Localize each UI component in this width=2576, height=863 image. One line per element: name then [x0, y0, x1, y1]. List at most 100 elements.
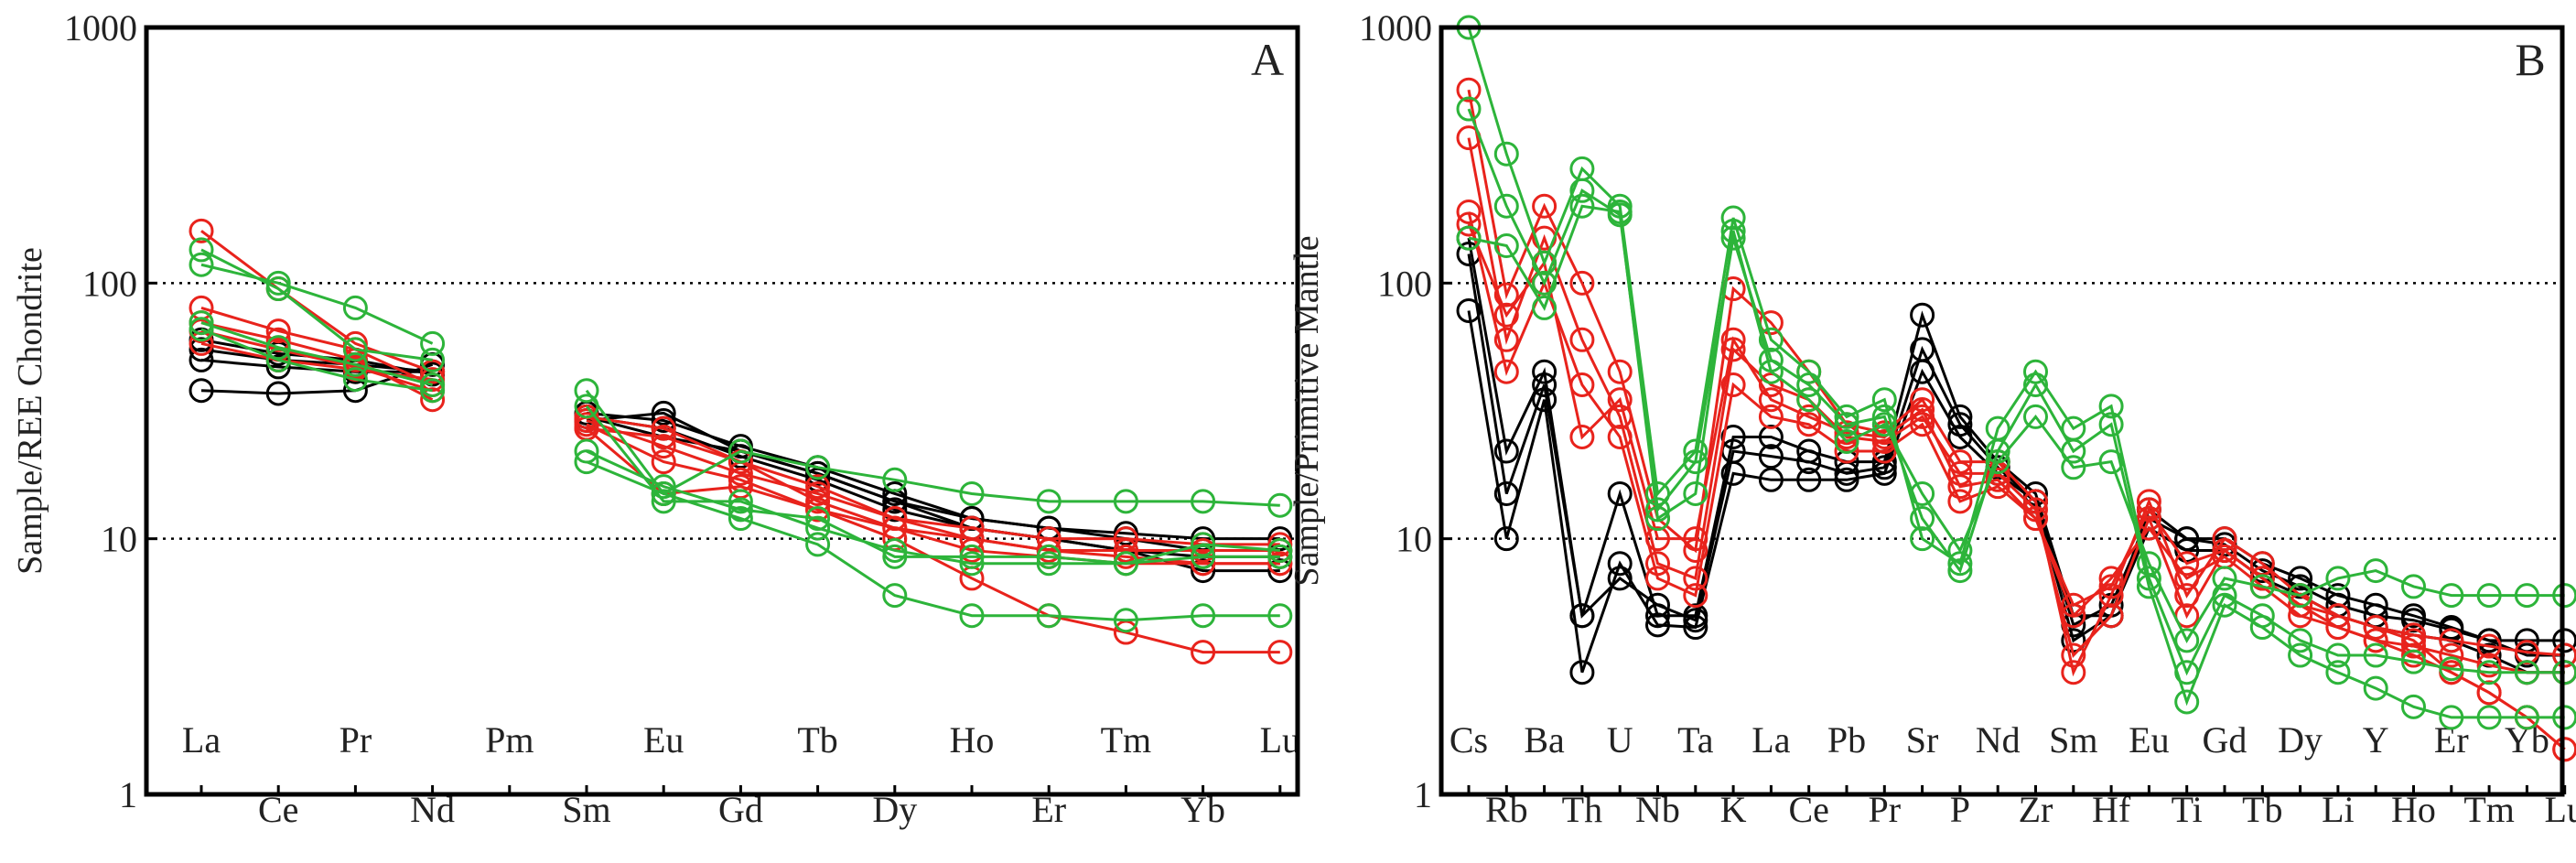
data-point	[1871, 387, 1897, 413]
x-tick-label: Eu	[2129, 719, 2169, 761]
data-point	[882, 506, 908, 532]
y-tick-label: 1	[119, 774, 137, 815]
data-point	[2249, 615, 2275, 641]
data-point	[1796, 404, 1822, 429]
data-point	[2174, 526, 2200, 552]
data-point	[420, 330, 446, 356]
data-point	[651, 474, 676, 500]
x-tick-label: Nd	[1976, 719, 2021, 761]
data-point	[2023, 404, 2048, 429]
series-line	[200, 328, 433, 393]
data-point	[2212, 537, 2237, 563]
data-point	[1645, 612, 1670, 638]
data-point	[728, 489, 753, 514]
data-point	[265, 381, 291, 406]
series-green-4	[189, 317, 1293, 577]
data-point	[1910, 397, 1935, 423]
series-line	[1467, 137, 2566, 750]
y-axis-label: Sample/REE Chondrite	[11, 247, 49, 575]
data-point	[2325, 566, 2351, 591]
data-point	[1191, 558, 1216, 584]
x-tick-label: Y	[2363, 719, 2389, 761]
data-point	[959, 603, 985, 629]
data-point	[1834, 428, 1859, 454]
data-point	[1910, 412, 1935, 437]
data-point	[189, 378, 214, 404]
data-point	[1532, 193, 1557, 219]
data-point	[2401, 574, 2426, 599]
data-point	[2401, 649, 2426, 674]
data-point	[1871, 438, 1897, 464]
data-point	[189, 347, 214, 372]
data-point	[1645, 506, 1670, 532]
data-point	[342, 337, 368, 362]
series-line	[200, 263, 434, 345]
data-point	[574, 449, 599, 475]
data-point	[1683, 526, 1708, 552]
data-point	[2325, 642, 2351, 668]
series-line	[1467, 108, 2565, 719]
data-point	[1910, 302, 1935, 328]
data-point	[2363, 615, 2388, 641]
data-point	[1910, 506, 1935, 532]
data-point	[1493, 302, 1519, 328]
data-point	[1758, 387, 1784, 413]
data-point	[1607, 199, 1633, 224]
data-point	[265, 335, 291, 361]
x-tick-label: P	[1950, 789, 1970, 830]
data-point	[1456, 225, 1482, 251]
data-point	[1910, 337, 1935, 362]
data-point	[2061, 660, 2086, 685]
data-point	[1267, 640, 1293, 665]
data-point	[2174, 628, 2200, 653]
data-point	[959, 480, 985, 506]
data-point	[2249, 566, 2275, 591]
data-point	[1191, 532, 1216, 557]
data-point	[1985, 467, 2010, 492]
y-tick-label: 10	[101, 519, 137, 560]
data-point	[882, 497, 908, 523]
x-tick-label: Ba	[1524, 719, 1565, 761]
series-green-1	[189, 252, 1293, 518]
y-tick-label: 10	[1396, 519, 1432, 560]
data-point	[1493, 282, 1519, 307]
data-point	[420, 372, 446, 397]
data-point	[1910, 480, 1935, 506]
data-point	[959, 515, 985, 541]
data-point	[265, 276, 291, 302]
data-point	[1758, 425, 1784, 450]
data-point	[1683, 608, 1708, 633]
data-point	[1758, 467, 1784, 492]
series-green-3	[1456, 193, 2576, 653]
series-line	[1467, 27, 2565, 676]
data-point	[2514, 705, 2539, 730]
data-point	[2439, 642, 2464, 668]
data-point	[1871, 404, 1897, 429]
data-point	[805, 497, 831, 523]
data-point	[1834, 412, 1859, 437]
y-axis-label: Sample/Primitive Mantle	[1288, 235, 1326, 586]
data-point	[1569, 270, 1595, 296]
y-tick-label: 100	[1377, 263, 1432, 304]
x-tick-label: Cs	[1450, 719, 1488, 761]
data-point	[1871, 412, 1897, 437]
data-point	[2476, 680, 2502, 706]
data-point	[1947, 489, 1973, 514]
x-tick-label: Ta	[1677, 719, 1714, 761]
data-point	[1036, 551, 1062, 577]
data-point	[2401, 694, 2426, 719]
data-point	[342, 351, 368, 377]
series-line	[200, 329, 434, 393]
data-point	[2476, 633, 2502, 659]
data-point	[805, 455, 831, 480]
data-point	[1758, 404, 1784, 429]
y-tick-label: 1000	[64, 7, 137, 49]
data-point	[2288, 583, 2313, 609]
data-point	[2439, 705, 2464, 730]
data-point	[2249, 574, 2275, 599]
data-point	[1569, 327, 1595, 352]
x-tick-label: Lu	[1260, 719, 1300, 761]
data-point	[1758, 359, 1784, 384]
data-point	[1191, 603, 1216, 629]
